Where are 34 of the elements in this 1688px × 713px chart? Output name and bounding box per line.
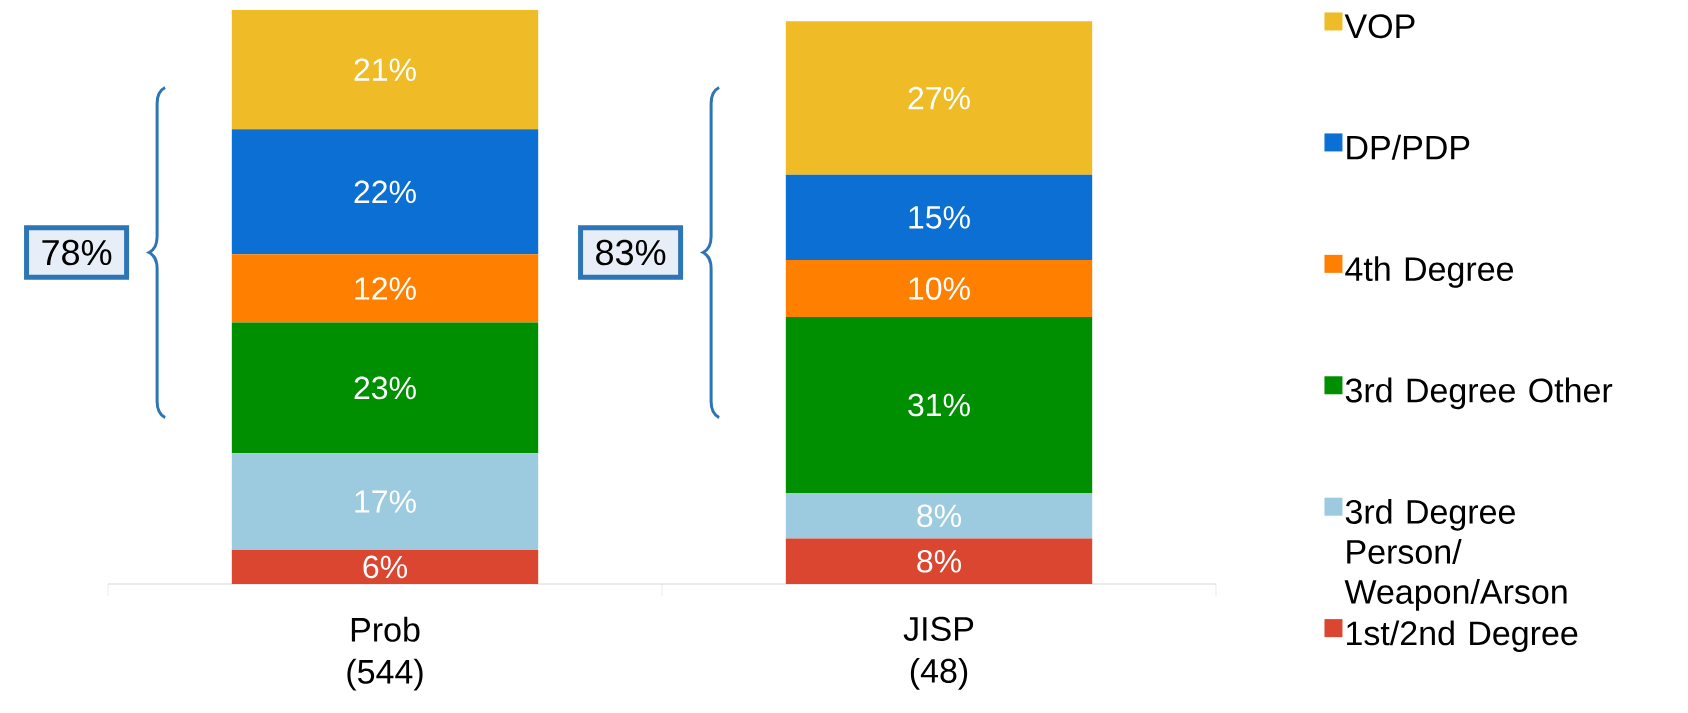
data-label: 22%: [354, 180, 416, 204]
data-label: 12%: [355, 277, 416, 300]
data-label: 17%: [355, 490, 416, 513]
legend-label: 1st/2nd Degree: [1347, 620, 1578, 653]
data-label: 8%: [917, 549, 961, 573]
legend-label: VOP: [1344, 14, 1415, 39]
x-tick-label: Prob (544): [347, 616, 423, 691]
bar: [785, 21, 1093, 175]
bar: [785, 538, 1093, 584]
data-label: 10%: [909, 277, 970, 300]
data-label: 15%: [909, 206, 970, 229]
bar: [785, 260, 1093, 317]
bar: [785, 316, 1093, 494]
x-tick-label: JISP (48): [903, 616, 974, 690]
data-label: 21%: [354, 58, 416, 81]
bar: [231, 549, 539, 584]
legend-label: DP/PDP: [1347, 134, 1470, 160]
annotation: 78%: [42, 239, 112, 266]
data-label: 27%: [908, 86, 970, 110]
bar: [785, 493, 1093, 539]
annotation: 83%: [596, 239, 666, 266]
legend-label: 4th Degree: [1345, 256, 1514, 288]
legend-label: 3rd Degree Other: [1345, 377, 1613, 410]
data-label: 31%: [908, 393, 970, 417]
bar: [785, 174, 1093, 261]
legend-label: 3rd Degree Person/ Weapon/Arson: [1344, 498, 1567, 611]
data-label: 6%: [363, 555, 407, 579]
bar: [231, 254, 539, 323]
bar: [231, 9, 539, 130]
bar: [231, 322, 539, 454]
bar: [231, 453, 539, 550]
data-label: 8%: [917, 504, 961, 528]
bar: [231, 129, 539, 255]
data-label: 23%: [354, 376, 416, 400]
